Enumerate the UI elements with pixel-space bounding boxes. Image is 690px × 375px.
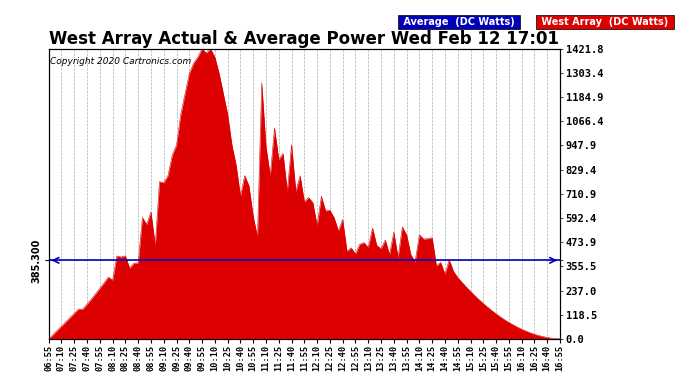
- Text: West Array  (DC Watts): West Array (DC Watts): [538, 17, 672, 27]
- Text: Copyright 2020 Cartronics.com: Copyright 2020 Cartronics.com: [50, 57, 191, 66]
- Title: West Array Actual & Average Power Wed Feb 12 17:01: West Array Actual & Average Power Wed Fe…: [50, 30, 560, 48]
- Text: Average  (DC Watts): Average (DC Watts): [400, 17, 518, 27]
